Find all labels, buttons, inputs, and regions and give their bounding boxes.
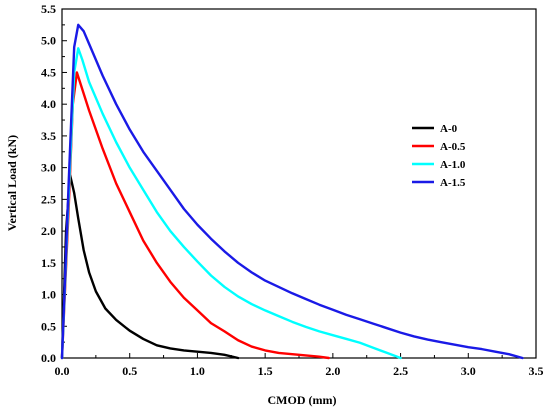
y-tick-label: 0.0 bbox=[41, 351, 56, 365]
legend: A-0 A-0.5 A-1.0 A-1.5 bbox=[412, 123, 466, 189]
legend-label-a-0: A-0 bbox=[440, 123, 458, 135]
x-tick-label: 3.0 bbox=[461, 364, 476, 378]
legend-label-a-1-5: A-1.5 bbox=[440, 177, 466, 189]
y-tick-label: 3.5 bbox=[41, 129, 56, 143]
y-tick-label: 4.5 bbox=[41, 65, 56, 79]
x-tick-label: 1.0 bbox=[190, 364, 205, 378]
legend-label-a-0-5: A-0.5 bbox=[440, 141, 466, 153]
y-tick-label: 3.0 bbox=[41, 161, 56, 175]
x-tick-label: 0.5 bbox=[122, 364, 137, 378]
x-axis-title: CMOD (mm) bbox=[268, 393, 337, 407]
series-line-a-0 bbox=[60, 174, 240, 360]
y-tick-label: 2.0 bbox=[41, 224, 56, 238]
series-line-a-1-5 bbox=[60, 23, 524, 360]
x-tick-label: 1.5 bbox=[258, 364, 273, 378]
y-tick-label: 2.5 bbox=[41, 192, 56, 206]
series-layer bbox=[60, 23, 524, 360]
x-tick-label: 0.0 bbox=[55, 364, 70, 378]
y-tick-label: 5.5 bbox=[41, 2, 56, 16]
y-tick-label: 4.0 bbox=[41, 97, 56, 111]
x-axis: 0.0 0.5 1.0 1.5 2.0 2.5 3.0 3.5 bbox=[55, 353, 544, 378]
y-axis-title: Vertical Load (kN) bbox=[5, 135, 19, 231]
x-tick-label: 2.0 bbox=[325, 364, 340, 378]
series-line-a-1-0 bbox=[60, 47, 402, 360]
y-tick-label: 5.0 bbox=[41, 34, 56, 48]
y-tick-label: 1.0 bbox=[41, 288, 56, 302]
series-line-a-0-5 bbox=[60, 71, 330, 360]
y-tick-label: 0.5 bbox=[41, 319, 56, 333]
x-tick-label: 3.5 bbox=[529, 364, 544, 378]
legend-label-a-1-0: A-1.0 bbox=[440, 159, 466, 171]
y-tick-label: 1.5 bbox=[41, 256, 56, 270]
x-tick-label: 2.5 bbox=[393, 364, 408, 378]
